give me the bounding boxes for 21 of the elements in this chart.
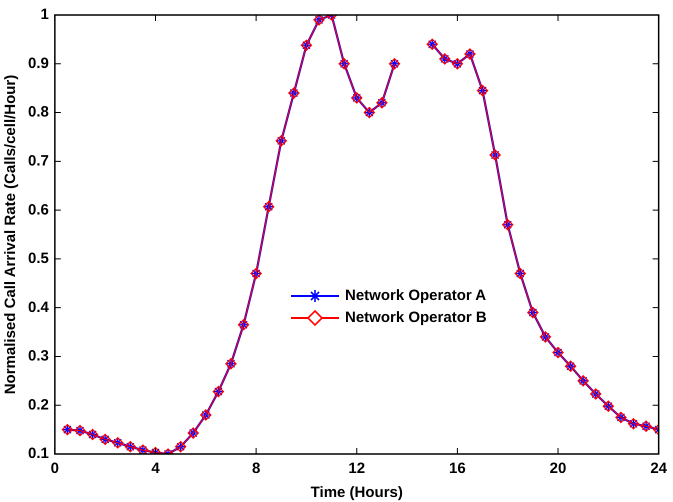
y-tick-label: 0.2	[28, 396, 49, 414]
y-tick-label: 0.5	[28, 250, 49, 268]
y-tick-label: 0.3	[28, 348, 49, 365]
x-tick-label: 12	[348, 460, 366, 478]
x-tick-label: 20	[550, 460, 566, 478]
y-tick-label: 1	[40, 6, 49, 24]
x-axis-title: Time (Hours)	[310, 484, 403, 502]
y-tick-label: 0.1	[28, 445, 49, 462]
y-tick-label: 0.7	[28, 152, 49, 170]
legend-label: Network Operator A	[345, 287, 486, 304]
x-tick-label: 24	[650, 460, 668, 478]
y-tick-label: 0.6	[28, 201, 49, 218]
x-tick-label: 4	[151, 460, 160, 478]
legend-label: Network Operator B	[345, 309, 487, 326]
x-tick-label: 16	[449, 460, 466, 478]
x-tick-label: 0	[50, 460, 60, 478]
y-tick-label: 0.9	[28, 54, 49, 72]
y-tick-label: 0.8	[28, 104, 49, 121]
x-tick-label: 8	[252, 460, 260, 478]
y-tick-label: 0.4	[28, 298, 50, 316]
y-axis-title: Normalised Call Arrival Rate (Calls/cell/Hour)	[2, 74, 20, 394]
